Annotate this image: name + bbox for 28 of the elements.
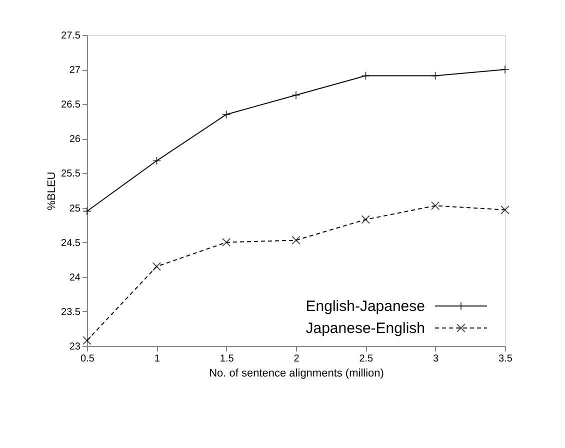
y-tick-label: 23 bbox=[69, 342, 81, 352]
x-tick-label: 2.5 bbox=[359, 354, 374, 364]
y-tick-label: 26 bbox=[69, 134, 81, 146]
y-tick-label: 27.5 bbox=[61, 30, 81, 42]
y-tick-label: 24 bbox=[69, 272, 81, 284]
x-tick-label: 3 bbox=[433, 354, 440, 364]
y-tick-label: 24.5 bbox=[61, 238, 81, 249]
x-tick-label: 3.5 bbox=[498, 354, 513, 364]
y-tick-label: 26.5 bbox=[61, 100, 81, 111]
x-tick-label: 0.5 bbox=[80, 354, 95, 364]
point bbox=[292, 236, 300, 245]
y-tick-label: 25.5 bbox=[61, 168, 81, 180]
y-axis-title: %BLEU bbox=[46, 172, 58, 210]
point bbox=[500, 205, 510, 214]
x-axis-title: No. of sentence alignments (million) bbox=[209, 368, 384, 380]
y-tick-label: 27 bbox=[69, 65, 81, 76]
point bbox=[152, 262, 162, 271]
y-tick-label: 25 bbox=[69, 203, 81, 214]
x-tick-label: 1 bbox=[154, 354, 160, 364]
legend-label: Japanese-English bbox=[306, 320, 425, 337]
point bbox=[152, 156, 162, 166]
x-tick-label: 2 bbox=[294, 354, 300, 364]
x-tick-label: 1.5 bbox=[220, 354, 234, 364]
point bbox=[361, 215, 370, 224]
y-tick-label: 23.5 bbox=[61, 306, 81, 318]
point bbox=[222, 238, 231, 247]
point bbox=[430, 201, 440, 210]
legend-label: English-Japanese bbox=[306, 298, 425, 315]
